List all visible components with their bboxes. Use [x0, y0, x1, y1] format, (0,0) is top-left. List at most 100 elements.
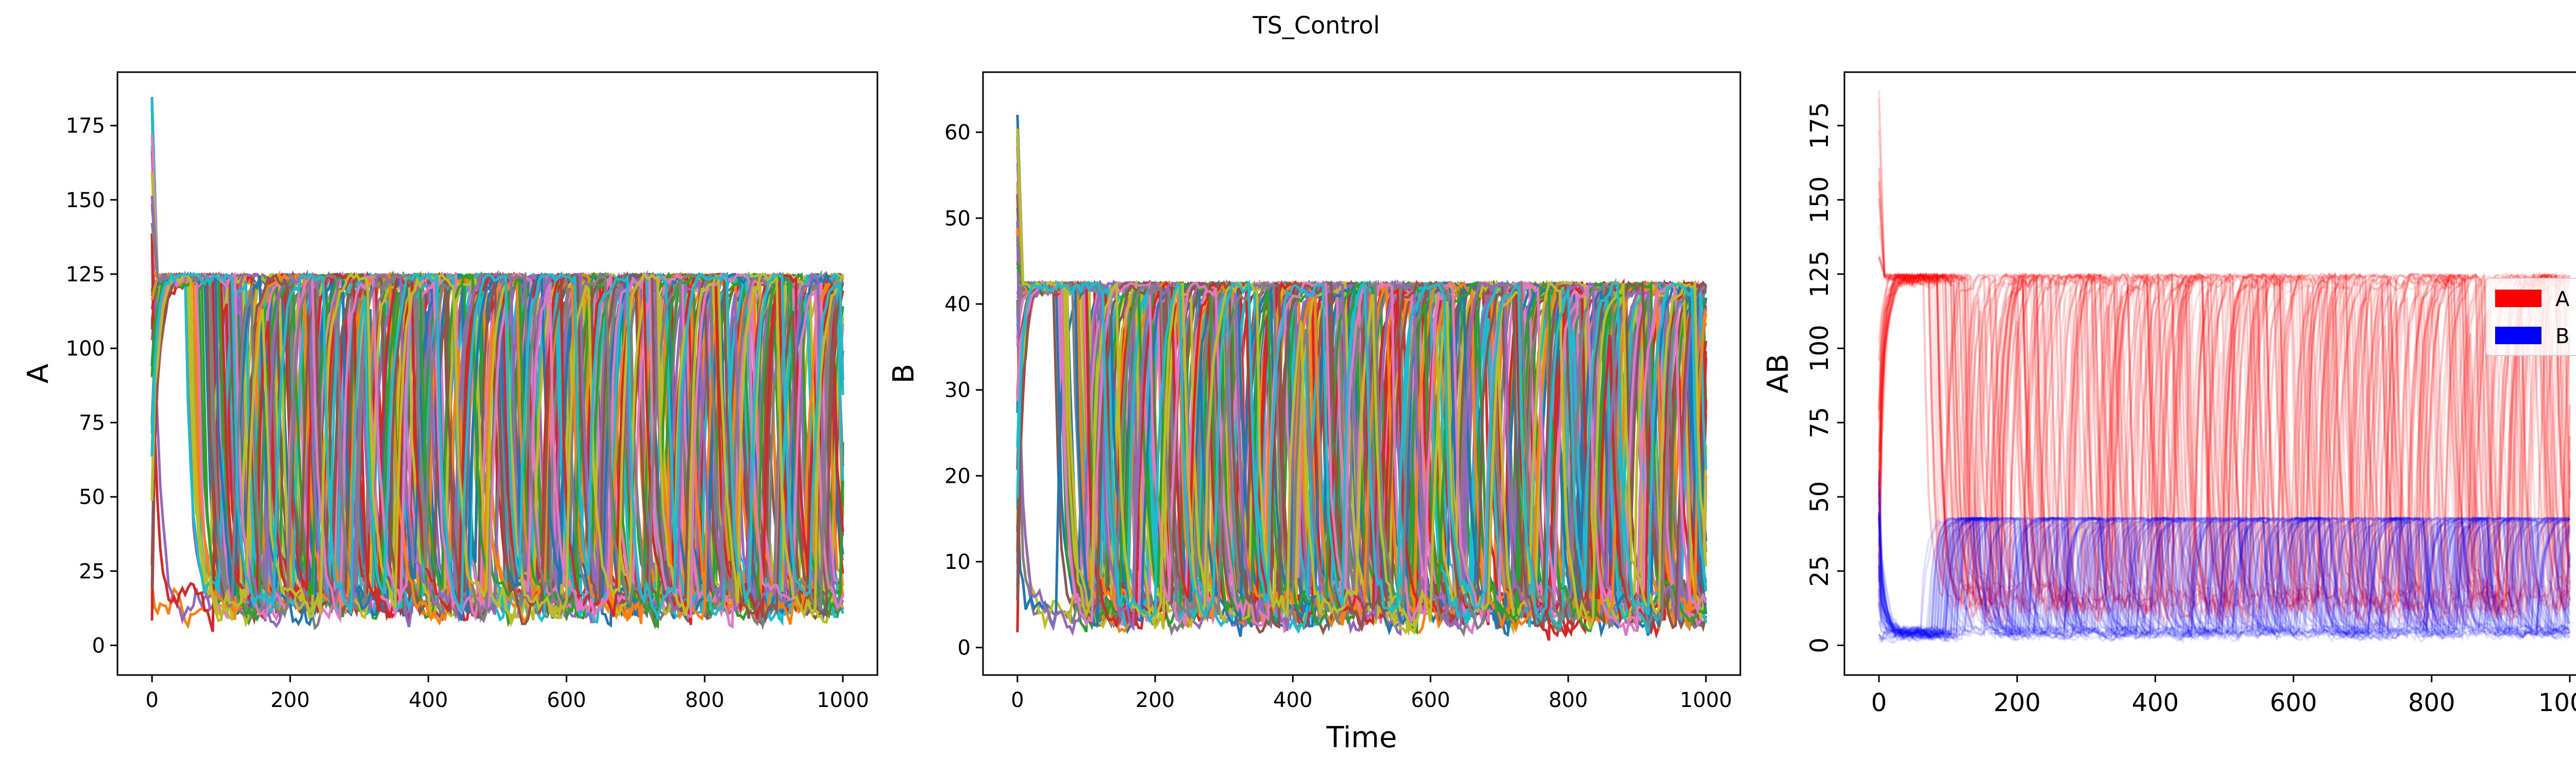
series-line-A	[1878, 271, 2571, 619]
series-line-B	[1878, 513, 2570, 642]
y-tick-label: 60	[944, 121, 971, 145]
series-line-B	[1878, 516, 2571, 642]
axes-frame	[982, 71, 1741, 676]
series-line-B	[1878, 516, 2571, 643]
panel-ab-overlay: 020040060080010000255075100125150175ABAB	[1761, 71, 2576, 717]
series-line-B	[1878, 516, 2571, 644]
legend-label: B	[2555, 325, 2569, 348]
x-tick-label: 0	[1871, 688, 1887, 717]
series-line-A	[1878, 198, 2571, 628]
series-line-B	[1878, 483, 2571, 641]
series-line-A	[1878, 273, 2571, 627]
y-tick-label: 50	[79, 485, 105, 509]
series-line-B	[1878, 515, 2571, 642]
series-line-B	[1878, 516, 2571, 643]
series-line-A	[1878, 181, 2571, 624]
y-tick-label: 20	[944, 464, 971, 488]
y-tick-label: 30	[944, 379, 971, 402]
series-line-A	[1878, 273, 2571, 627]
series-line-A	[1878, 198, 2571, 628]
series-line-B	[1878, 515, 2570, 642]
series-line-A	[1878, 272, 2571, 621]
series-line-A	[1878, 271, 2571, 626]
y-axis-label: AB	[1761, 354, 1795, 394]
series-line-B	[1878, 516, 2571, 642]
series-line-B	[1878, 493, 2571, 641]
series-line-B	[1878, 515, 2571, 642]
series-line-B	[1878, 516, 2570, 642]
series-line-A	[1878, 272, 2571, 621]
series-line-B	[1878, 471, 2571, 643]
y-tick-label: 125	[1805, 250, 1834, 298]
series-line-A	[1878, 273, 2571, 621]
series-line-A	[1878, 225, 2571, 628]
series-line-B	[1878, 516, 2571, 642]
series-line-A	[1878, 98, 2571, 620]
y-tick-label: 50	[944, 207, 971, 230]
x-tick-label: 800	[685, 688, 724, 712]
y-tick-label: 150	[1805, 176, 1834, 224]
series-line-A	[1878, 272, 2571, 623]
y-tick-label: 150	[66, 189, 105, 212]
series-line-A	[1878, 272, 2571, 623]
series-line-A	[1878, 271, 2571, 624]
legend: AB	[2485, 278, 2576, 356]
y-tick-label: 75	[79, 411, 105, 435]
series-line-A	[1878, 257, 2571, 627]
series-line-B	[1878, 516, 2571, 641]
figure-title: TS_Control	[1252, 11, 1380, 39]
series-line-A	[1878, 272, 2571, 623]
series-line-A	[1878, 129, 2571, 617]
series-line-B	[1878, 515, 2571, 641]
y-axis-label: A	[22, 364, 55, 383]
x-tick-label: 400	[1273, 688, 1312, 712]
y-tick-label: 175	[66, 114, 105, 138]
x-tick-label: 0	[1011, 688, 1024, 712]
series-line-B	[1878, 516, 2571, 642]
series-line-A	[1878, 272, 2571, 629]
y-axis-label: B	[887, 364, 921, 383]
series-line-B	[1878, 516, 2571, 641]
x-tick-label: 600	[547, 688, 586, 712]
series-line-B	[1878, 516, 2571, 644]
x-tick-label: 400	[2132, 688, 2179, 717]
series-line-B	[1878, 516, 2571, 643]
series-line-A	[1878, 272, 2571, 626]
series-line-B	[1878, 501, 2571, 642]
series-line-B	[1878, 513, 2571, 641]
axes-frame	[1843, 71, 2576, 676]
y-tick-label: 40	[944, 293, 971, 316]
series-line-A	[1878, 273, 2571, 620]
series-line-A	[1878, 272, 2571, 618]
plot-area	[150, 97, 844, 632]
series-line-B	[1878, 516, 2571, 641]
y-tick-label: 175	[1805, 102, 1834, 149]
series-line	[1016, 279, 1707, 630]
series-line-B	[1878, 516, 2570, 640]
x-tick-label: 600	[1411, 688, 1450, 712]
x-tick-label: 1000	[1680, 688, 1732, 712]
series-line	[1016, 280, 1707, 632]
series-line-B	[1878, 483, 2571, 643]
series-line-B	[1878, 516, 2571, 641]
axes-frame	[116, 71, 878, 676]
series-line-A	[1878, 272, 2571, 629]
x-tick-label: 400	[409, 688, 448, 712]
series-line-B	[1878, 516, 2571, 641]
series-line-A	[1878, 272, 2571, 620]
series-line-A	[1878, 273, 2571, 622]
series-line-A	[1878, 256, 2571, 627]
y-tick-label: 10	[944, 550, 971, 574]
series-line	[1016, 280, 1707, 624]
legend-label: A	[2555, 288, 2570, 311]
series-line-A	[1878, 90, 2571, 620]
series-line	[150, 271, 844, 626]
series-line-A	[1878, 272, 2571, 622]
series-line-A	[1878, 272, 2571, 618]
y-tick-label: 0	[92, 634, 105, 658]
x-tick-label: 1000	[817, 688, 869, 712]
x-tick-label: 600	[2270, 688, 2317, 717]
plot-area	[1878, 90, 2571, 644]
series-line-A	[1878, 271, 2571, 620]
